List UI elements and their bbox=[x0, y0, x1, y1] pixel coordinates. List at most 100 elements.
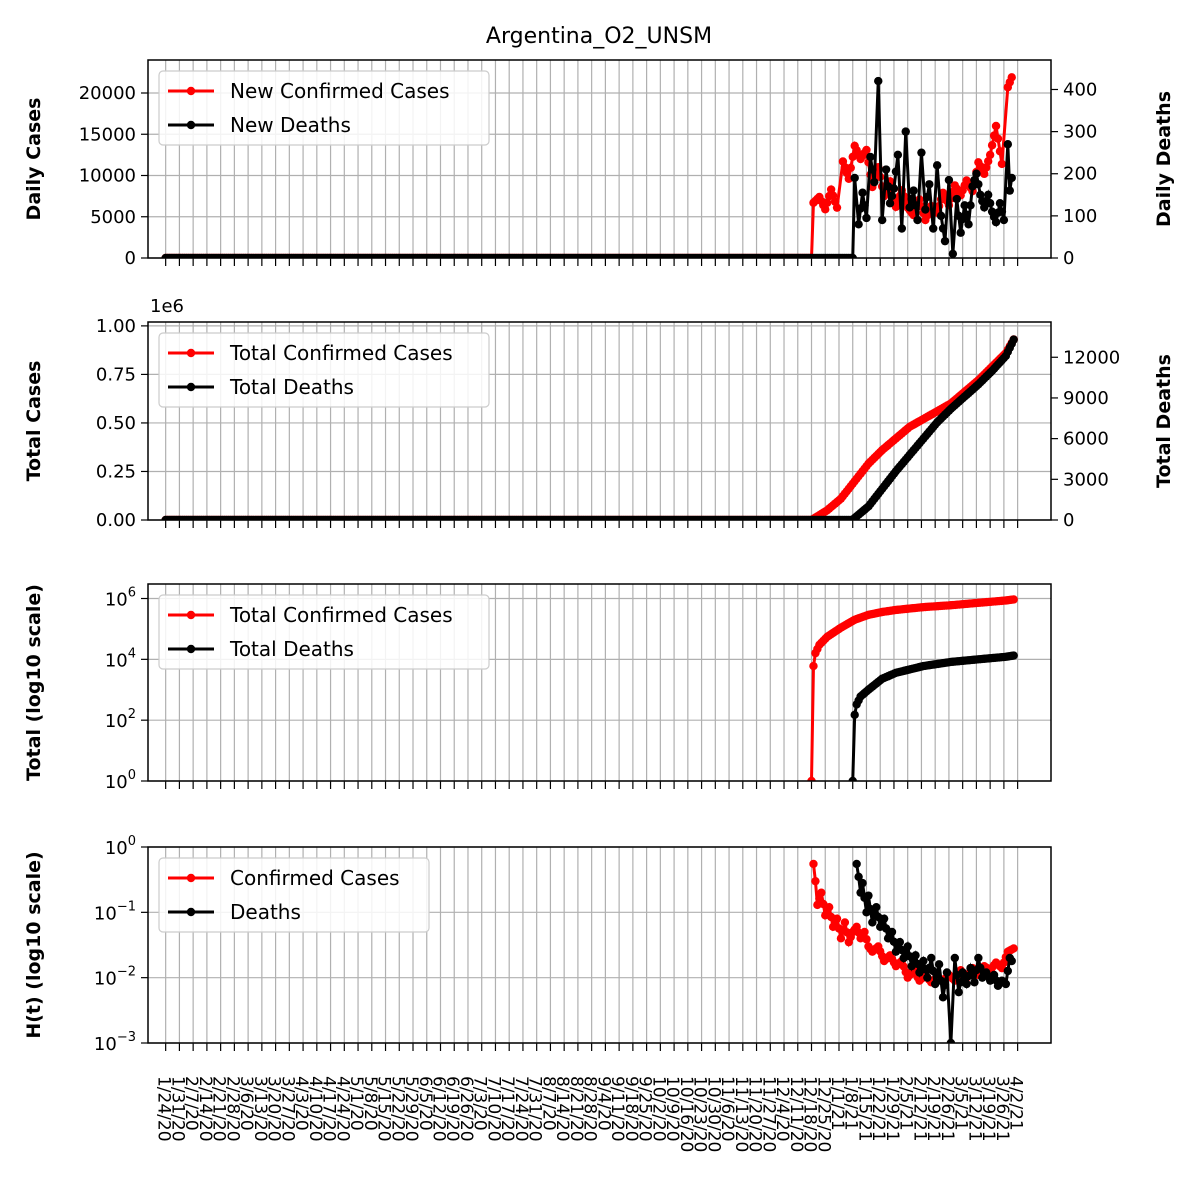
y-tick-label: 20000 bbox=[79, 83, 136, 104]
x-tick-label: 1/31/20 bbox=[167, 1076, 187, 1142]
legend-marker bbox=[186, 610, 196, 620]
x-tick-label: 10/16/20 bbox=[676, 1076, 696, 1152]
x-tick-label: 9/18/20 bbox=[621, 1076, 641, 1142]
data-point bbox=[1007, 956, 1016, 966]
x-tick-label: 4/10/20 bbox=[305, 1076, 325, 1142]
data-point bbox=[962, 979, 971, 989]
data-point bbox=[850, 710, 859, 720]
tick-exponent: −3 bbox=[117, 1030, 136, 1045]
data-point bbox=[860, 927, 869, 937]
axes-frame bbox=[147, 846, 1052, 1044]
legend-marker bbox=[186, 348, 196, 358]
x-tick-label: 2/7/20 bbox=[181, 1076, 201, 1131]
series-group bbox=[161, 335, 1018, 520]
data-point bbox=[879, 914, 889, 923]
data-point bbox=[962, 210, 971, 220]
data-point bbox=[940, 980, 950, 990]
legend-marker bbox=[186, 382, 196, 392]
x-tick-label: 3/20/20 bbox=[264, 1076, 284, 1142]
legend-marker bbox=[186, 873, 196, 883]
y-tick-label: 104 bbox=[105, 646, 136, 671]
data-point bbox=[952, 194, 961, 204]
data-point bbox=[1007, 73, 1016, 82]
x-tick-label: 2/21/20 bbox=[209, 1076, 229, 1142]
x-tick-label: 9/11/20 bbox=[607, 1076, 627, 1142]
legend-label: Total Confirmed Cases bbox=[229, 341, 453, 365]
y-tick-label: 0.00 bbox=[96, 510, 136, 531]
x-tick-label: 6/12/20 bbox=[428, 1076, 448, 1142]
tick-exponent: 6 bbox=[128, 586, 136, 601]
panel-total: 0.00 0.25 0.50 0.75 1.00 0 3000 6000 9000 12000 To… bbox=[23, 296, 1175, 531]
data-point bbox=[923, 192, 932, 202]
x-tick-label: 8/7/20 bbox=[538, 1076, 558, 1131]
legend-marker bbox=[186, 644, 196, 654]
data-point bbox=[1003, 966, 1013, 976]
x-tick-label: 9/4/20 bbox=[593, 1076, 613, 1131]
data-point bbox=[811, 876, 820, 886]
data-point bbox=[917, 148, 926, 157]
x-tick-label: 6/19/20 bbox=[442, 1076, 462, 1142]
x-tick-label: 7/31/20 bbox=[525, 1076, 545, 1142]
y-axis-label: Total Cases bbox=[23, 361, 45, 482]
legend-marker bbox=[186, 907, 196, 917]
data-point bbox=[1003, 140, 1013, 149]
x-tick-label: 6/26/20 bbox=[456, 1076, 476, 1142]
data-point bbox=[950, 953, 960, 963]
data-point bbox=[991, 121, 1001, 131]
data-point bbox=[858, 188, 867, 197]
y-tick-label: 0.25 bbox=[96, 461, 136, 482]
legend-label: Total Deaths bbox=[229, 375, 354, 399]
legend: New Confirmed Cases New Deaths bbox=[158, 70, 490, 146]
data-point bbox=[824, 902, 834, 912]
x-tick-label: 12/11/20 bbox=[786, 1076, 806, 1152]
tick-base: 10 bbox=[105, 772, 128, 793]
y-right-axis-label: Daily Deaths bbox=[1153, 91, 1175, 227]
data-point bbox=[946, 1038, 956, 1043]
legend-marker bbox=[186, 120, 196, 130]
data-point bbox=[991, 217, 1001, 227]
data-point bbox=[997, 159, 1007, 169]
y-axis-label: Total (log10 scale) bbox=[23, 584, 45, 781]
x-tick-label: 5/15/20 bbox=[374, 1076, 394, 1142]
data-point bbox=[887, 191, 897, 201]
data-point bbox=[1001, 979, 1011, 989]
data-point bbox=[944, 175, 954, 185]
data-point bbox=[925, 180, 934, 189]
x-tick-label: 1/8/21 bbox=[841, 1076, 861, 1131]
y-right-tick-label: 300 bbox=[1063, 122, 1097, 143]
data-point bbox=[974, 180, 983, 189]
y-right-tick-label: 100 bbox=[1063, 206, 1097, 227]
x-tick-label: 1/29/21 bbox=[882, 1076, 902, 1142]
data-point bbox=[913, 215, 922, 225]
data-point bbox=[970, 978, 979, 987]
x-tick-label: 4/17/20 bbox=[319, 1076, 339, 1142]
data-point bbox=[832, 914, 842, 923]
x-tick-label: 8/28/20 bbox=[580, 1076, 600, 1142]
data-point bbox=[807, 776, 816, 781]
data-point bbox=[995, 199, 1005, 208]
data-point bbox=[860, 201, 869, 210]
data-point bbox=[854, 220, 863, 229]
y-axis-label: H(t) (log10 scale) bbox=[23, 851, 45, 1038]
data-point bbox=[903, 942, 912, 951]
y-tick-label: 1.00 bbox=[96, 316, 136, 337]
x-tick-label: 7/10/20 bbox=[483, 1076, 503, 1142]
data-point bbox=[864, 891, 873, 900]
data-point bbox=[995, 147, 1005, 156]
legend: Total Confirmed Cases Total Deaths bbox=[158, 332, 490, 408]
y-tick-label: 5000 bbox=[90, 207, 136, 228]
x-tick-label: 12/4/20 bbox=[772, 1076, 792, 1142]
x-tick-label: 3/27/20 bbox=[277, 1076, 297, 1142]
data-point bbox=[966, 201, 975, 210]
x-tick-label: 3/12/21 bbox=[964, 1076, 984, 1142]
data-point bbox=[932, 161, 942, 170]
data-point bbox=[1005, 186, 1014, 195]
data-point bbox=[854, 872, 863, 881]
legend-label: New Deaths bbox=[230, 113, 351, 137]
data-point bbox=[1009, 651, 1018, 660]
y-multiplier: 1e6 bbox=[150, 296, 184, 317]
data-point bbox=[993, 134, 1003, 143]
